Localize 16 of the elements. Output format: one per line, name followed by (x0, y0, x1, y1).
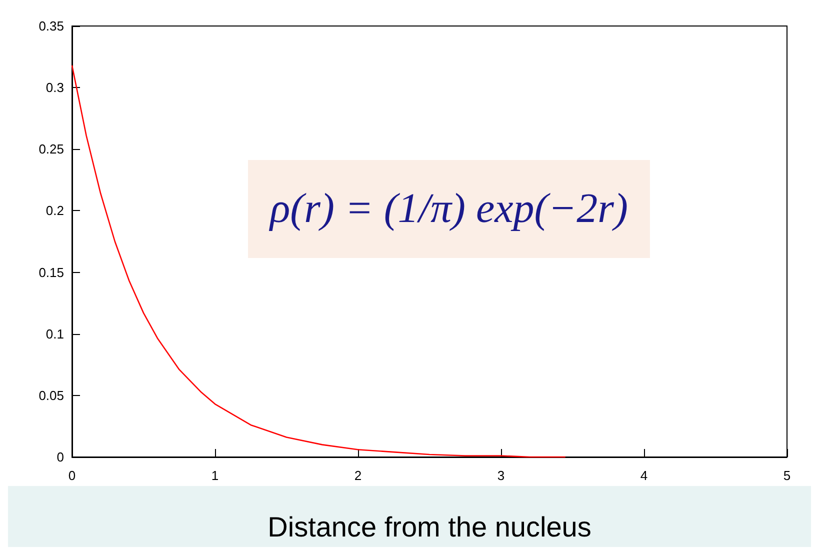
x-axis-title: Distance from the nucleus (268, 512, 592, 542)
y-tick-label: 0.1 (46, 326, 64, 342)
y-tick-label: 0 (56, 450, 64, 464)
x-tick-label: 3 (497, 468, 505, 483)
y-tick-label: 0.2 (46, 203, 64, 218)
y-tick-label: 0.05 (38, 388, 64, 403)
annotation: ρ(r) = (1/π) exp(−2r) (268, 186, 628, 232)
x-tick-label: 4 (640, 468, 648, 483)
y-tick-label: 0.25 (38, 142, 64, 157)
y-tick-label: 0.35 (38, 18, 64, 34)
x-tick-label: 1 (211, 468, 219, 483)
x-tick-label: 2 (354, 468, 362, 483)
y-tick-label: 0.3 (46, 80, 64, 96)
x-tick-label: 0 (68, 468, 76, 483)
x-tick-label: 5 (783, 468, 791, 483)
y-tick-label: 0.15 (38, 264, 64, 280)
